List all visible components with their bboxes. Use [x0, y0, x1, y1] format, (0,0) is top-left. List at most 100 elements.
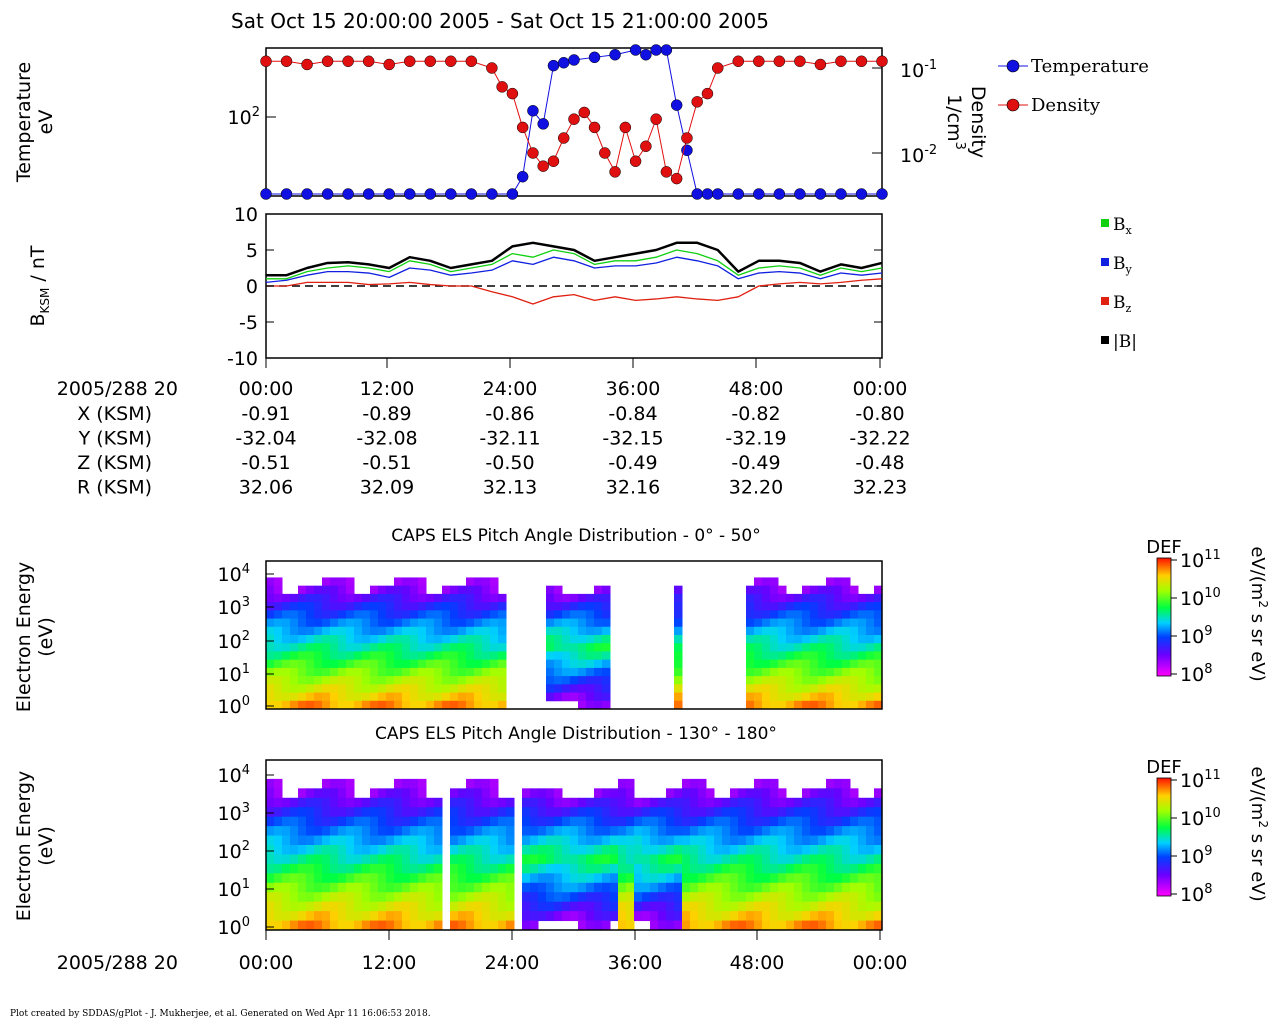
heatmap-cell: [858, 684, 867, 694]
heatmap-cell: [338, 626, 347, 636]
heatmap-cell: [538, 892, 547, 903]
heatmap-cell: [466, 873, 475, 884]
heatmap-cell: [474, 788, 483, 799]
heatmap-cell: [522, 901, 531, 912]
heatmap-cell: [314, 816, 323, 827]
heatmap-cell: [330, 788, 339, 799]
heatmap-cell: [826, 854, 835, 865]
heatmap-cell: [850, 676, 859, 685]
heatmap-cell: [858, 845, 867, 855]
ephemeris-value: -0.51: [362, 452, 411, 474]
heatmap-cell: [266, 901, 275, 912]
temperature-point: [486, 188, 498, 200]
heatmap-cell: [482, 610, 491, 620]
heatmap-cell: [754, 626, 763, 636]
heatmap-cell: [330, 610, 339, 620]
heatmap-cell: [674, 684, 683, 694]
heatmap-cell: [626, 845, 635, 855]
temperature-point: [711, 188, 724, 200]
heatmap-cell: [602, 873, 611, 884]
heatmap-cell: [498, 920, 507, 931]
heatmap-cell: [554, 585, 563, 595]
heatmap-cell: [282, 826, 291, 837]
heatmap-cell: [370, 593, 379, 603]
heatmap-cell: [458, 676, 467, 685]
heatmap-cell: [490, 863, 499, 874]
colorbar-unit: eV/(m2 s sr eV): [1247, 546, 1270, 681]
heatmap-cell: [754, 826, 763, 837]
heatmap-cell: [274, 626, 283, 636]
heatmap-cell: [690, 920, 699, 931]
heatmap-cell: [594, 901, 603, 912]
heatmap-cell: [634, 835, 643, 846]
heatmap-cell: [722, 835, 731, 846]
heatmap-cell: [418, 643, 427, 652]
heatmap-cell: [354, 873, 363, 884]
plot-title: Sat Oct 15 20:00:00 2005 - Sat Oct 15 21…: [231, 9, 769, 33]
heatmap-cell: [674, 700, 683, 710]
heatmap-cell: [482, 700, 491, 710]
heatmap-cell: [770, 863, 779, 874]
btot-series-line: [266, 241, 883, 277]
heatmap-cell: [866, 635, 875, 644]
heatmap-cell: [834, 635, 843, 644]
heatmap-cell: [770, 816, 779, 827]
heatmap-cell: [762, 700, 771, 710]
density-ytick-label: 10-1: [900, 58, 937, 82]
heatmap-cell: [850, 826, 859, 837]
heatmap-cell: [658, 882, 667, 893]
heatmap-cell: [618, 778, 627, 789]
heatmap-cell: [394, 778, 403, 789]
heatmap-cell: [314, 593, 323, 603]
heatmap-cell: [346, 626, 355, 636]
heatmap-cell: [434, 845, 443, 855]
heatmap-cell: [570, 816, 579, 827]
heatmap-cell: [674, 651, 683, 661]
heatmap-cell: [346, 863, 355, 874]
heatmap-cell: [466, 788, 475, 799]
density-point: [506, 87, 519, 100]
heatmap-cell: [402, 826, 411, 837]
heatmap-cell: [746, 676, 755, 685]
colorbar-tick-label: 1011: [1180, 768, 1221, 792]
heatmap-cell: [746, 901, 755, 912]
heatmap-cell: [802, 892, 811, 903]
heatmap-cell: [770, 797, 779, 808]
heatmap-cell: [298, 585, 307, 595]
heatmap-cell: [266, 863, 275, 874]
heatmap-cell: [818, 873, 827, 884]
heatmap-cell: [330, 577, 339, 587]
heatmap-cell: [794, 816, 803, 827]
heatmap-cell: [474, 626, 483, 636]
heatmap-cell: [282, 835, 291, 846]
heatmap-cell: [730, 835, 739, 846]
heatmap-cell: [586, 618, 595, 628]
heatmap-cell: [450, 911, 459, 922]
heatmap-cell: [818, 585, 827, 595]
heatmap-cell: [690, 882, 699, 893]
heatmap-cell: [306, 873, 315, 884]
density-point: [876, 55, 888, 68]
heatmap-cell: [866, 797, 875, 808]
heatmap-cell: [482, 892, 491, 903]
heatmap-cell: [802, 826, 811, 837]
bottom-axis-label: 2005/288 20: [57, 952, 178, 974]
heatmap-cell: [466, 920, 475, 931]
heatmap-cell: [730, 863, 739, 874]
heatmap-cell: [490, 659, 499, 669]
heatmap-cell: [626, 911, 635, 922]
heatmap-cell: [522, 882, 531, 893]
heatmap-cell: [858, 602, 867, 611]
heatmap-cell: [858, 618, 867, 628]
ephemeris-row-label: Y (KSM): [78, 428, 152, 450]
density-point: [599, 147, 611, 159]
heatmap-cell: [466, 659, 475, 669]
heatmap-cell: [802, 684, 811, 694]
colorbar-unit: eV/(m2 s sr eV): [1247, 766, 1270, 901]
heatmap-cell: [666, 835, 675, 846]
heatmap-cell: [290, 826, 299, 837]
heatmap-cell: [410, 659, 419, 669]
heatmap-cell: [434, 692, 443, 702]
heatmap-cell: [642, 863, 651, 874]
